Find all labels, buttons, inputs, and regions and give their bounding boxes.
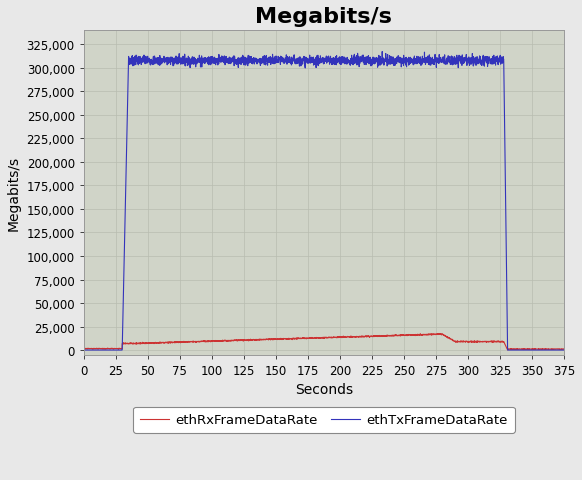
- Line: ethTxFrameDataRate: ethTxFrameDataRate: [84, 52, 564, 350]
- ethRxFrameDataRate: [285, 336, 292, 342]
- ethTxFrameDataRate: [164, 59, 171, 64]
- ethTxFrameDataRate: [551, 348, 558, 353]
- Legend: ethRxFrameDataRate, ethTxFrameDataRate: ethRxFrameDataRate, ethTxFrameDataRate: [133, 407, 514, 433]
- ethRxFrameDataRate: [560, 347, 567, 352]
- X-axis label: Seconds: Seconds: [295, 383, 353, 396]
- Y-axis label: Megabits/s: Megabits/s: [7, 156, 21, 230]
- ethTxFrameDataRate: [135, 59, 142, 64]
- ethRxFrameDataRate: [437, 331, 444, 337]
- ethTxFrameDataRate: [499, 58, 506, 63]
- Line: ethRxFrameDataRate: ethRxFrameDataRate: [84, 334, 564, 350]
- ethRxFrameDataRate: [135, 341, 142, 347]
- ethTxFrameDataRate: [80, 348, 87, 353]
- ethRxFrameDataRate: [504, 348, 511, 353]
- ethRxFrameDataRate: [264, 336, 271, 342]
- ethRxFrameDataRate: [499, 339, 506, 345]
- ethRxFrameDataRate: [80, 346, 87, 352]
- ethTxFrameDataRate: [379, 49, 386, 55]
- ethTxFrameDataRate: [560, 348, 567, 353]
- ethRxFrameDataRate: [164, 340, 171, 346]
- ethRxFrameDataRate: [551, 347, 558, 352]
- ethTxFrameDataRate: [264, 59, 271, 64]
- ethTxFrameDataRate: [285, 56, 292, 62]
- Title: Megabits/s: Megabits/s: [255, 7, 392, 27]
